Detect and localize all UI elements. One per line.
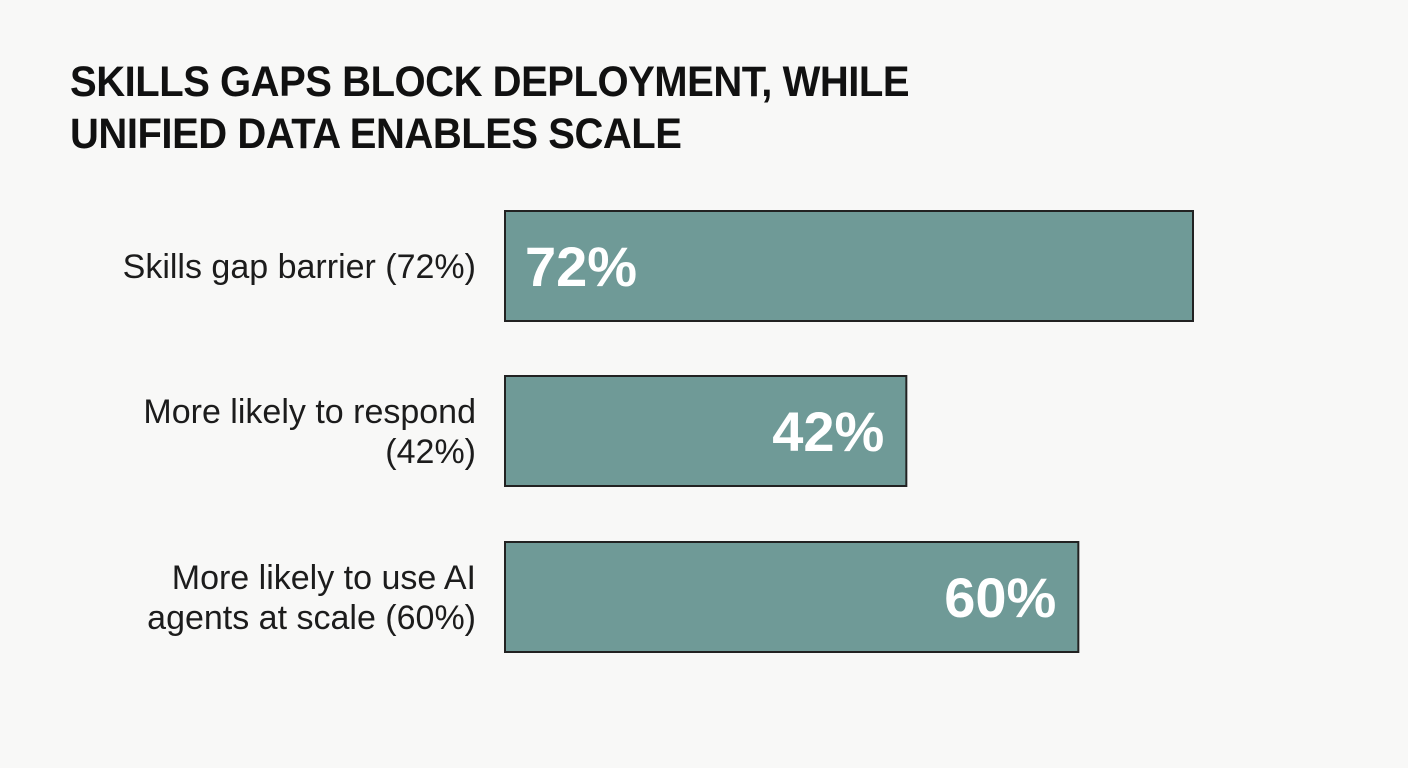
bar-value-label-1: 72% bbox=[525, 235, 637, 298]
bar-1 bbox=[504, 210, 1194, 322]
category-label-1-line-1: Skills gap barrier (72%) bbox=[123, 248, 476, 286]
category-label-3-line-2: agents at scale (60%) bbox=[147, 599, 476, 637]
category-label-3: More likely to use AI agents at scale (60… bbox=[147, 559, 476, 637]
chart-title: SKILLS GAPS BLOCK DEPLOYMENT, WHILE UNIF… bbox=[70, 56, 910, 160]
bar-3 bbox=[504, 541, 1080, 653]
bar-value-label-3: 60% bbox=[944, 566, 1056, 629]
chart-title-line-1: SKILLS GAPS BLOCK DEPLOYMENT, WHILE bbox=[70, 58, 910, 106]
category-label-2-line-2: (42%) bbox=[385, 433, 476, 471]
category-label-3-line-1: More likely to use AI bbox=[172, 559, 476, 597]
bar-value-label-2: 42% bbox=[772, 400, 884, 463]
bar-2 bbox=[504, 375, 908, 487]
chart-title-line-2: UNIFIED DATA ENABLES SCALE bbox=[70, 110, 682, 158]
category-label-2: More likely to respond (42%) bbox=[143, 393, 476, 471]
category-label-2-line-1: More likely to respond bbox=[143, 393, 476, 431]
category-label-1: Skills gap barrier (72%) bbox=[123, 248, 476, 286]
